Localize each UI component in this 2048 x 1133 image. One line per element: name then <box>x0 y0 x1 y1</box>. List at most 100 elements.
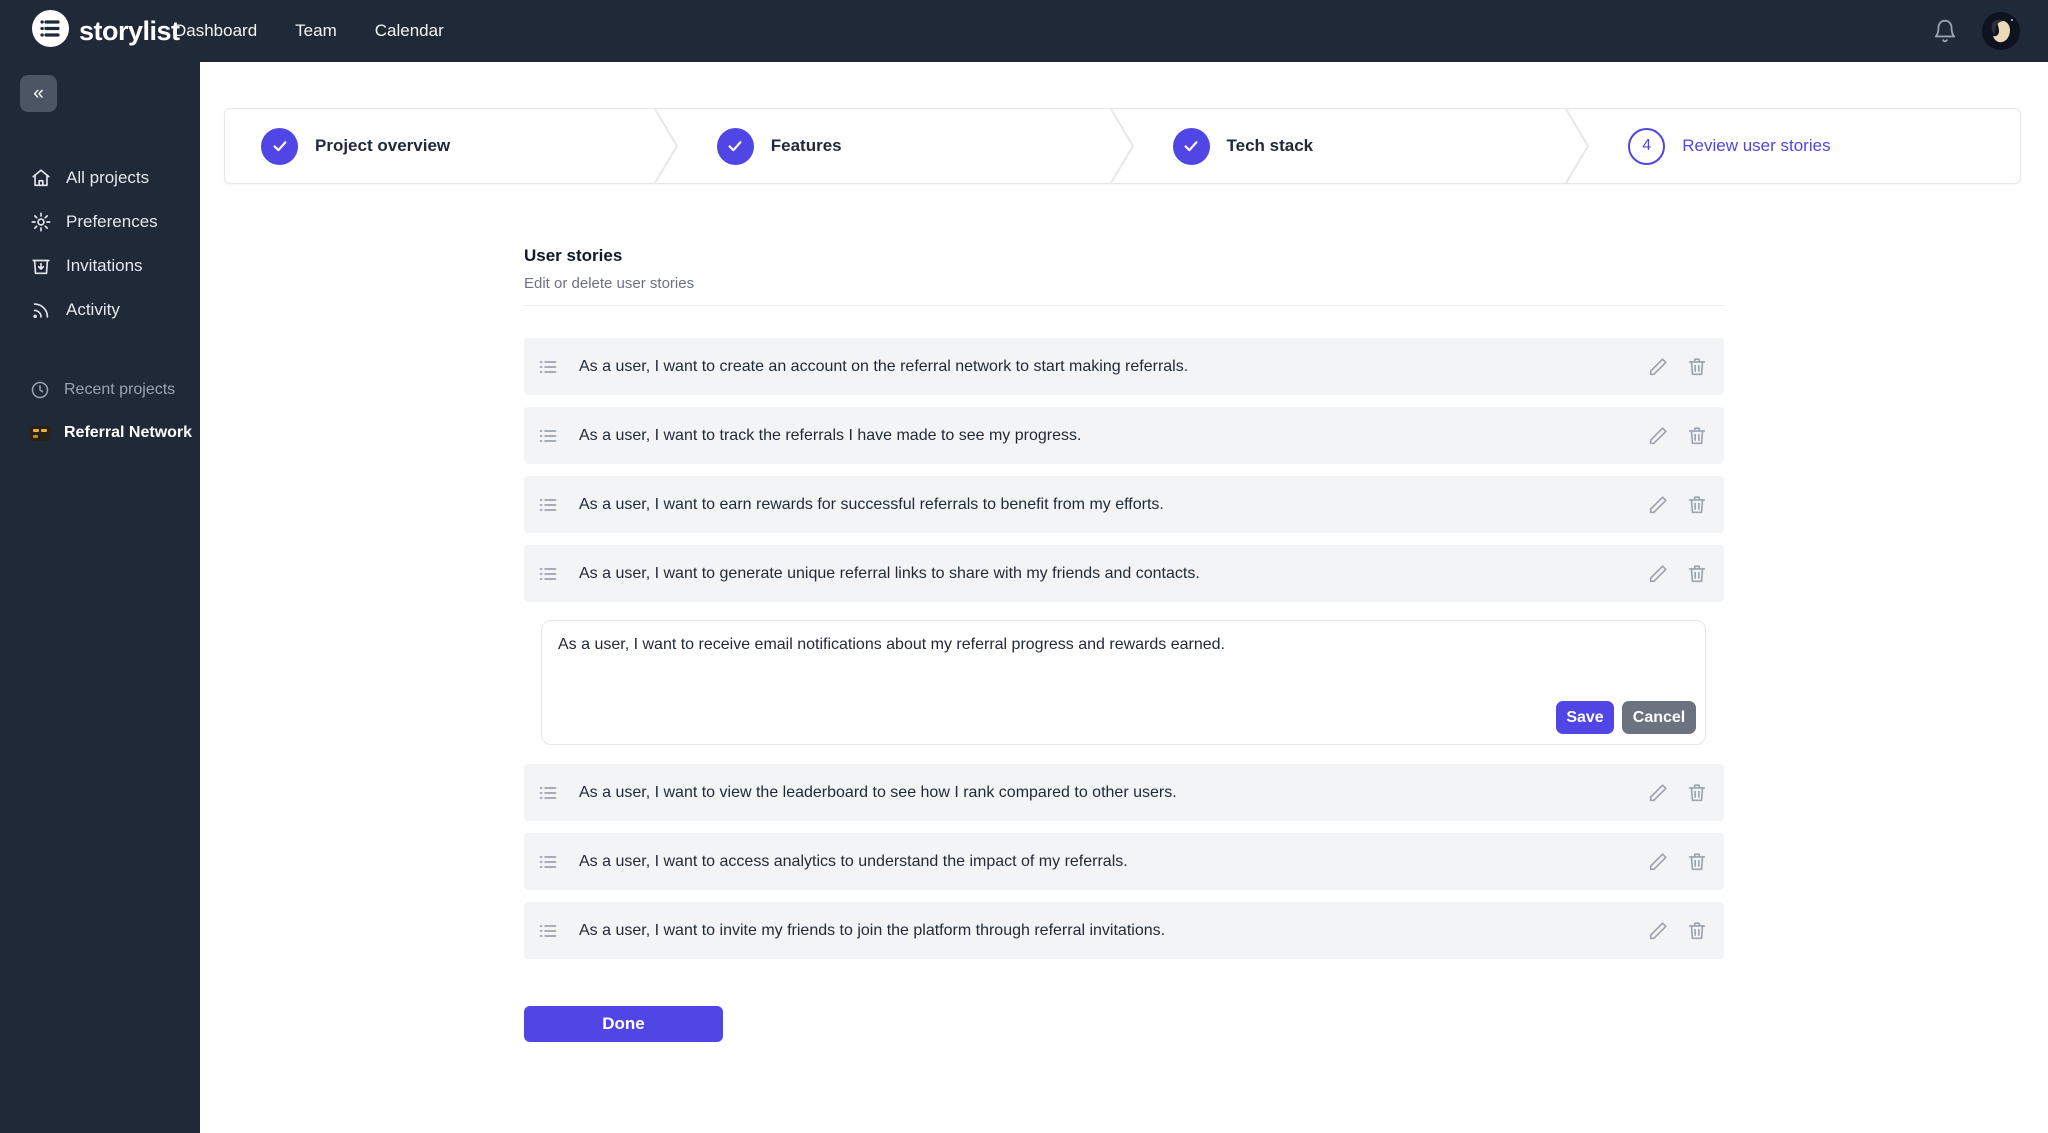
row-actions <box>1647 851 1708 873</box>
activity-icon <box>33 303 49 319</box>
story-edit-card: As a user, I want to receive email notif… <box>541 620 1706 745</box>
edit-story-button[interactable] <box>1647 494 1669 516</box>
nav-link-team[interactable]: Team <box>295 21 337 40</box>
row-actions <box>1647 425 1708 447</box>
wizard-stepper: Project overview Features Tech stack 4 R… <box>224 108 2021 184</box>
step-label: Project overview <box>315 136 451 155</box>
story-text: As a user, I want to earn rewards for su… <box>579 495 1164 513</box>
trash-icon <box>1688 357 1706 375</box>
brand-name: storylist <box>79 15 180 46</box>
sidebar-item-label: Activity <box>66 300 120 319</box>
story-text: As a user, I want to generate unique ref… <box>579 564 1200 582</box>
row-actions <box>1647 782 1708 804</box>
step-complete-check-icon <box>261 127 298 165</box>
user-avatar[interactable] <box>1982 12 2020 50</box>
step-number-badge: 4 <box>1628 127 1666 165</box>
page-title: User stories <box>524 246 623 265</box>
inbox-icon <box>32 259 50 275</box>
bell-icon[interactable] <box>1932 18 1958 44</box>
delete-story-button[interactable] <box>1686 563 1708 585</box>
save-button[interactable]: Save <box>1556 701 1614 734</box>
pencil-icon <box>1649 357 1667 375</box>
delete-story-button[interactable] <box>1686 494 1708 516</box>
pencil-icon <box>1649 921 1667 939</box>
trash-icon <box>1688 495 1706 513</box>
sidebar-item-all-projects[interactable]: All projects <box>0 156 200 200</box>
step-features[interactable]: Features <box>681 109 1109 183</box>
recent-projects-header: Recent projects <box>0 368 200 412</box>
pencil-icon <box>1649 852 1667 870</box>
row-actions <box>1647 494 1708 516</box>
row-actions <box>1647 356 1708 378</box>
sidebar-item-activity[interactable]: Activity <box>0 288 200 332</box>
user-story-list: As a user, I want to create an account o… <box>524 338 1724 959</box>
recent-projects-section: Recent projects Referral Network <box>0 368 200 454</box>
top-navbar: storylist Dashboard Team Calendar <box>0 0 2048 62</box>
row-actions <box>1647 563 1708 585</box>
trash-icon <box>1688 921 1706 939</box>
sidebar-item-invitations[interactable]: Invitations <box>0 244 200 288</box>
delete-story-button[interactable] <box>1686 920 1708 942</box>
page-subtitle: Edit or delete user stories <box>524 275 1724 306</box>
trash-icon <box>1688 426 1706 444</box>
user-story-row: As a user, I want to invite my friends t… <box>524 902 1724 959</box>
drag-handle-icon[interactable] <box>538 564 558 584</box>
sidebar-item-referral-network[interactable]: Referral Network <box>0 412 200 454</box>
drag-handle-icon[interactable] <box>538 852 558 872</box>
sidebar-collapse-button[interactable]: « <box>20 75 57 112</box>
step-project-overview[interactable]: Project overview <box>225 109 653 183</box>
cancel-button[interactable]: Cancel <box>1622 701 1696 734</box>
brand[interactable]: storylist <box>0 10 200 52</box>
edit-story-button[interactable] <box>1647 563 1669 585</box>
step-tech-stack[interactable]: Tech stack <box>1137 109 1565 183</box>
delete-story-button[interactable] <box>1686 356 1708 378</box>
gear-icon <box>31 212 51 232</box>
edit-story-button[interactable] <box>1647 425 1669 447</box>
user-story-row: As a user, I want to access analytics to… <box>524 833 1724 890</box>
user-story-row: As a user, I want to view the leaderboar… <box>524 764 1724 821</box>
delete-story-button[interactable] <box>1686 851 1708 873</box>
user-story-row: As a user, I want to earn rewards for su… <box>524 476 1724 533</box>
drag-handle-icon[interactable] <box>538 426 558 446</box>
story-edit-textarea[interactable]: As a user, I want to receive email notif… <box>542 621 1705 701</box>
pencil-icon <box>1649 564 1667 582</box>
story-text: As a user, I want to create an account o… <box>579 357 1189 375</box>
delete-story-button[interactable] <box>1686 425 1708 447</box>
edit-story-button[interactable] <box>1647 851 1669 873</box>
user-story-row: As a user, I want to create an account o… <box>524 338 1724 395</box>
delete-story-button[interactable] <box>1686 782 1708 804</box>
project-label: Referral Network <box>64 424 193 441</box>
home-icon <box>32 169 50 187</box>
edit-actions: Save Cancel <box>542 701 1705 744</box>
user-stories-panel: User stories Edit or delete user stories… <box>524 246 1724 1042</box>
nav-link-calendar[interactable]: Calendar <box>374 21 444 40</box>
edit-story-button[interactable] <box>1647 920 1669 942</box>
sidebar: « All projects Preferences Invitations A… <box>0 62 200 1133</box>
sidebar-menu: All projects Preferences Invitations Act… <box>0 156 200 332</box>
step-label: Tech stack <box>1226 136 1314 155</box>
step-review-user-stories[interactable]: 4 Review user stories <box>1592 109 2020 183</box>
recent-projects-label: Recent projects <box>64 381 176 398</box>
pencil-icon <box>1649 783 1667 801</box>
edit-story-button[interactable] <box>1647 356 1669 378</box>
clock-icon <box>31 381 49 399</box>
pencil-icon <box>1649 426 1667 444</box>
storylist-logo-icon <box>32 10 69 52</box>
trash-icon <box>1688 852 1706 870</box>
story-text: As a user, I want to view the leaderboar… <box>579 783 1177 801</box>
done-button[interactable]: Done <box>524 1006 723 1042</box>
project-thumbnail-icon <box>30 425 51 441</box>
drag-handle-icon[interactable] <box>538 921 558 941</box>
drag-handle-icon[interactable] <box>538 357 558 377</box>
trash-icon <box>1688 783 1706 801</box>
edit-story-button[interactable] <box>1647 782 1669 804</box>
sidebar-item-label: Preferences <box>66 212 158 231</box>
sidebar-item-label: Invitations <box>66 256 143 275</box>
drag-handle-icon[interactable] <box>538 783 558 803</box>
drag-handle-icon[interactable] <box>538 495 558 515</box>
step-complete-check-icon <box>1172 127 1210 165</box>
row-actions <box>1647 920 1708 942</box>
nav-link-dashboard[interactable]: Dashboard <box>174 21 258 40</box>
sidebar-item-preferences[interactable]: Preferences <box>0 200 200 244</box>
